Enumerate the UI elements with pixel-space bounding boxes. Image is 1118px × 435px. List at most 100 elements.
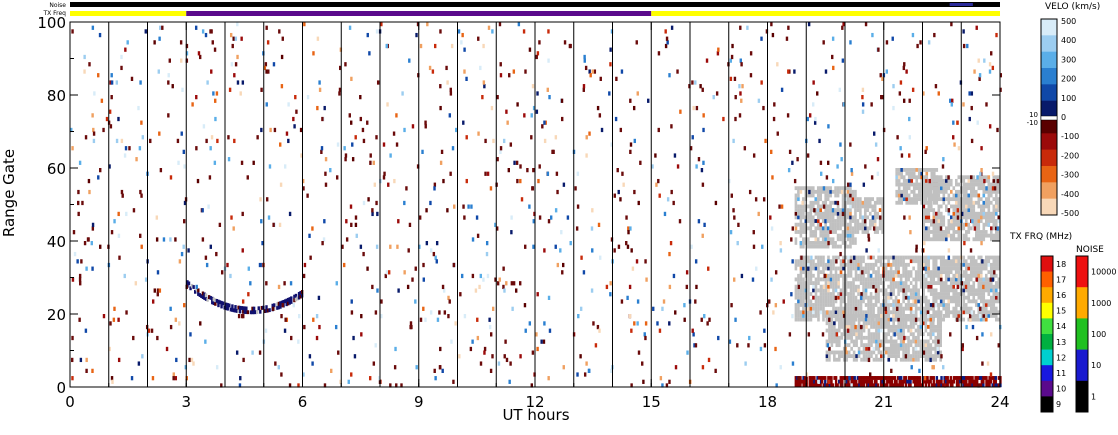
velocity-cell xyxy=(600,127,604,133)
velocity-cell xyxy=(954,376,957,380)
ground-scatter-cell xyxy=(866,197,870,202)
ground-scatter-cell xyxy=(977,288,981,293)
ground-scatter-cell xyxy=(856,208,860,212)
ground-scatter-cell xyxy=(919,266,923,271)
velocity-cell xyxy=(337,350,340,355)
velocity-cell xyxy=(785,36,789,41)
velocity-cell xyxy=(203,292,206,297)
velocity-cell xyxy=(235,350,239,355)
ground-scatter-cell xyxy=(895,193,898,198)
velocity-cell xyxy=(829,277,833,282)
ground-scatter-cell xyxy=(977,186,981,191)
ground-scatter-cell xyxy=(927,317,930,322)
ground-scatter-cell xyxy=(929,277,933,282)
ground-scatter-cell xyxy=(944,292,948,296)
velocity-cell xyxy=(156,292,159,297)
ground-scatter-cell xyxy=(877,332,881,337)
ground-scatter-cell xyxy=(895,168,898,172)
ground-scatter-cell xyxy=(902,350,905,355)
velocity-cell xyxy=(83,69,86,74)
velocity-cell xyxy=(791,160,794,165)
ground-scatter-cell xyxy=(870,324,873,329)
velocity-cell xyxy=(447,295,450,300)
x-tick-label: 12 xyxy=(525,393,544,411)
velocity-cell xyxy=(633,189,636,195)
ground-scatter-cell xyxy=(964,259,968,264)
ground-scatter-cell xyxy=(859,306,863,311)
ground-scatter-cell xyxy=(895,171,898,176)
hour-lines xyxy=(108,22,962,387)
velocity-cell xyxy=(880,328,883,333)
velocity-cell xyxy=(878,376,881,380)
ground-scatter-cell xyxy=(997,292,1001,296)
ground-scatter-cell xyxy=(919,306,923,311)
ground-scatter-cell xyxy=(929,321,933,326)
ground-scatter-cell xyxy=(902,189,906,194)
velocity-cell xyxy=(941,383,945,388)
ground-scatter-cell xyxy=(942,189,946,194)
ground-scatter-cell xyxy=(844,222,847,227)
ground-scatter-cell xyxy=(831,226,835,231)
ground-scatter-cell xyxy=(917,295,920,300)
ground-scatter-cell xyxy=(904,288,908,293)
velocity-cell xyxy=(943,379,946,384)
velocity-cell xyxy=(662,299,666,304)
velocity-cell xyxy=(299,291,302,295)
velocity-cell xyxy=(738,113,742,118)
ground-scatter-cell xyxy=(874,284,878,289)
ground-scatter-cell xyxy=(866,226,870,231)
ground-scatter-cell xyxy=(872,255,875,260)
ground-scatter-cell xyxy=(828,332,831,337)
ground-scatter-cell xyxy=(899,321,903,326)
ground-scatter-cell xyxy=(934,295,938,300)
velocity-cell xyxy=(861,87,865,92)
velocity-cell xyxy=(908,135,911,140)
velocity-cell xyxy=(908,116,911,122)
y-tick-label: 0 xyxy=(56,379,66,397)
velocity-cell xyxy=(189,332,192,337)
velocity-cell xyxy=(939,277,943,282)
velocity-cell xyxy=(110,376,114,381)
ground-scatter-cell xyxy=(965,193,968,198)
velocity-cell xyxy=(269,127,272,133)
ground-scatter-cell xyxy=(962,208,966,212)
ground-scatter-cell xyxy=(939,255,943,260)
ground-scatter-cell xyxy=(934,350,938,355)
ground-scatter-cell xyxy=(845,321,849,326)
ground-scatter-cell xyxy=(902,273,905,278)
ground-scatter-cell xyxy=(871,208,875,212)
velocity-cell xyxy=(954,259,958,264)
velocity-cell xyxy=(748,189,752,195)
ground-scatter-cell xyxy=(957,277,961,282)
ground-scatter-cell xyxy=(992,306,996,311)
ground-scatter-cell xyxy=(914,255,918,260)
velocity-cell xyxy=(951,98,954,103)
velocity-colorbar-tick: 200 xyxy=(1061,75,1076,84)
velocity-cell xyxy=(204,297,208,301)
ground-scatter-cell xyxy=(824,292,828,296)
ground-scatter-cell xyxy=(840,324,844,329)
velocity-cell xyxy=(899,281,903,285)
velocity-cell xyxy=(419,43,423,49)
ground-scatter-cell xyxy=(829,266,833,271)
velocity-cell xyxy=(841,211,845,217)
ground-scatter-cell xyxy=(817,273,820,278)
ground-scatter-cell xyxy=(980,175,983,180)
ground-scatter-cell xyxy=(811,219,815,223)
ground-scatter-cell xyxy=(992,189,996,194)
ground-scatter-cell xyxy=(839,233,842,238)
ground-scatter-cell xyxy=(979,277,983,282)
ground-scatter-cell xyxy=(917,197,921,202)
velocity-cell xyxy=(968,376,971,380)
ground-scatter-cell xyxy=(907,306,910,311)
ground-scatter-cell xyxy=(900,182,903,187)
ground-scatter-cell xyxy=(930,178,934,183)
velocity-cell xyxy=(839,251,842,257)
ground-scatter-cell xyxy=(852,354,856,358)
ground-scatter-cell xyxy=(872,332,876,337)
velocity-cell xyxy=(731,43,734,49)
ground-scatter-cell xyxy=(845,343,849,348)
velocity-cell xyxy=(231,43,234,49)
ground-scatter-cell xyxy=(802,186,805,191)
velocity-colorbar-tick: -400 xyxy=(1061,190,1079,199)
